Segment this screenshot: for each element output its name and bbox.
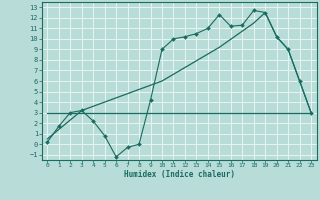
X-axis label: Humidex (Indice chaleur): Humidex (Indice chaleur) <box>124 170 235 179</box>
